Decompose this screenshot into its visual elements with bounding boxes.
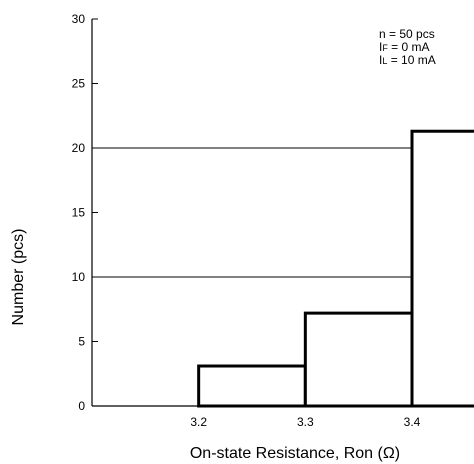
x-tick-label-3.2: 3.2: [190, 415, 207, 429]
y-tick-label-25: 25: [72, 77, 86, 91]
x-axis-title: On-state Resistance, Ron (Ω): [190, 445, 400, 462]
y-tick-label-20: 20: [72, 141, 86, 155]
annotation-line-1: IF = 0 mA: [379, 40, 430, 54]
x-tick-label-3.3: 3.3: [297, 415, 314, 429]
grid-layer: [92, 147, 474, 278]
annotation-line-0: n = 50 pcs: [379, 27, 435, 41]
y-tick-label-5: 5: [78, 335, 85, 349]
histogram-bar-2: [410, 129, 474, 408]
x-tick-label-3.4: 3.4: [404, 415, 421, 429]
y-tick-label-30: 30: [72, 12, 86, 26]
bars-layer: [197, 129, 474, 408]
y-tick-label-10: 10: [72, 270, 86, 284]
histogram-bar-0: [197, 364, 307, 408]
y-tick-label-0: 0: [78, 399, 85, 413]
histogram-bar-1: [303, 311, 414, 408]
y-axis-title: Number (pcs): [10, 229, 27, 326]
y-tick-label-15: 15: [72, 206, 86, 220]
annotation-line-2: IL = 10 mA: [379, 53, 436, 67]
